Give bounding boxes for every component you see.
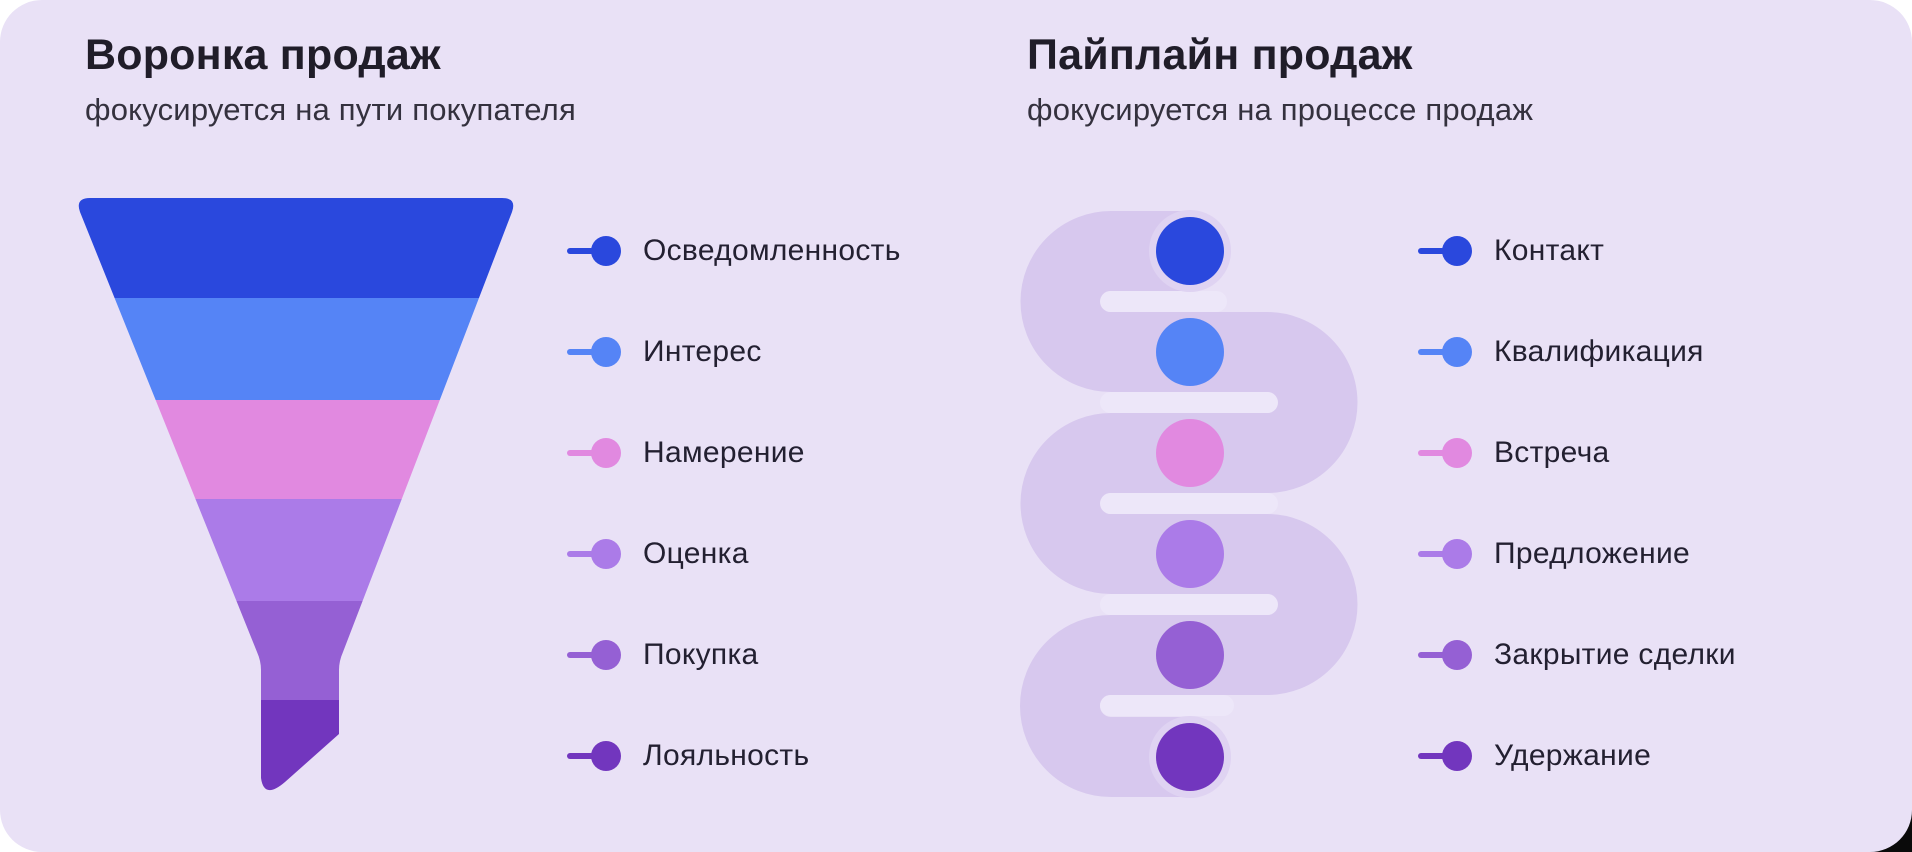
pipeline-legend-label: Закрытие сделки (1494, 637, 1736, 671)
pipeline-stage-circle-1 (1156, 217, 1224, 285)
funnel-legend-label: Осведомленность (643, 233, 901, 267)
funnel-legend-label: Оценка (643, 536, 749, 570)
pipeline-legend-label: Квалификация (1494, 334, 1704, 368)
pipeline-legend-label: Контакт (1494, 233, 1605, 267)
funnel-legend-label: Намерение (643, 435, 805, 469)
pipeline-stage-circles (1156, 217, 1224, 791)
pipeline-legend-item-4: Предложение (1418, 503, 1736, 604)
legend-marker-line (1418, 449, 1446, 456)
funnel-legend-item-6: Лояльность (567, 705, 901, 806)
legend-marker-dot (591, 437, 621, 468)
pipeline-legend-item-5: Закрытие сделки (1418, 604, 1736, 705)
funnel-segment-4 (78, 499, 514, 601)
pipeline-gap-notches (1100, 291, 1278, 716)
legend-marker-dot (1442, 639, 1472, 670)
funnel-legend-item-3: Намерение (567, 402, 901, 503)
funnel-segment-5 (78, 601, 514, 700)
legend-marker-line (567, 449, 595, 456)
legend-marker-line (1418, 550, 1446, 557)
legend-marker-dot (1442, 437, 1472, 468)
pipeline-legend-item-2: Квалификация (1418, 301, 1736, 402)
funnel-title: Воронка продаж (85, 31, 441, 79)
pipeline-stage-circle-3 (1156, 419, 1224, 487)
legend-marker-line (1418, 348, 1446, 355)
pipeline-legend-item-1: Контакт (1418, 200, 1736, 301)
legend-marker-line (567, 752, 595, 759)
legend-marker-dot (591, 235, 621, 266)
pipeline-legend-label: Удержание (1494, 738, 1652, 772)
funnel-legend-item-1: Осведомленность (567, 200, 901, 301)
funnel-segment-1 (78, 198, 514, 298)
pipeline-stage-circle-4 (1156, 520, 1224, 588)
legend-marker-line (567, 550, 595, 557)
pipeline-legend-label: Предложение (1494, 536, 1691, 570)
pipeline-stage-circle-5 (1156, 621, 1224, 689)
funnel-legend-label: Покупка (643, 637, 759, 671)
legend-marker-line (567, 651, 595, 658)
legend-marker-line (1418, 247, 1446, 254)
legend-marker-line (567, 247, 595, 254)
pipeline-title: Пайплайн продаж (1027, 31, 1413, 79)
sales-funnel-shape (78, 198, 514, 791)
legend-marker-dot (1442, 235, 1472, 266)
pipeline-legend-item-3: Встреча (1418, 402, 1736, 503)
legend-marker-line (567, 348, 595, 355)
legend-marker-dot (591, 740, 621, 771)
funnel-legend-item-2: Интерес (567, 301, 901, 402)
funnel-segment-3 (78, 400, 514, 499)
legend-marker-dot (591, 336, 621, 367)
legend-marker-dot (591, 538, 621, 569)
funnel-header: Воронка продаж фокусируется на пути поку… (85, 31, 576, 127)
pipeline-stage-circle-2 (1156, 318, 1224, 386)
funnel-legend-item-4: Оценка (567, 503, 901, 604)
pipeline-legend-item-6: Удержание (1418, 705, 1736, 806)
funnel-legend-item-5: Покупка (567, 604, 901, 705)
pipeline-subtitle: фокусируется на процессе продаж (1027, 92, 1534, 128)
legend-marker-line (1418, 752, 1446, 759)
legend-marker-dot (591, 639, 621, 670)
pipeline-pipe (1020, 211, 1358, 797)
pipeline-legend-label: Встреча (1494, 435, 1610, 469)
legend-marker-line (1418, 651, 1446, 658)
legend-marker-dot (1442, 336, 1472, 367)
legend-marker-dot (1442, 538, 1472, 569)
funnel-legend-label: Интерес (643, 334, 762, 368)
funnel-legend-label: Лояльность (643, 738, 810, 772)
legend-marker-dot (1442, 740, 1472, 771)
pipeline-stage-circle-6 (1156, 723, 1224, 791)
pipeline-legend: Контакт Квалификация Встреча Предложение Зак… (1418, 200, 1736, 806)
funnel-segment-6 (78, 700, 514, 791)
funnel-subtitle: фокусируется на пути покупателя (85, 92, 576, 128)
funnel-legend: Осведомленность Интерес Намерение Оценка Пок… (567, 200, 901, 806)
pipeline-header: Пайплайн продаж фокусируется на процессе… (1027, 31, 1533, 127)
funnel-segment-2 (78, 298, 514, 400)
